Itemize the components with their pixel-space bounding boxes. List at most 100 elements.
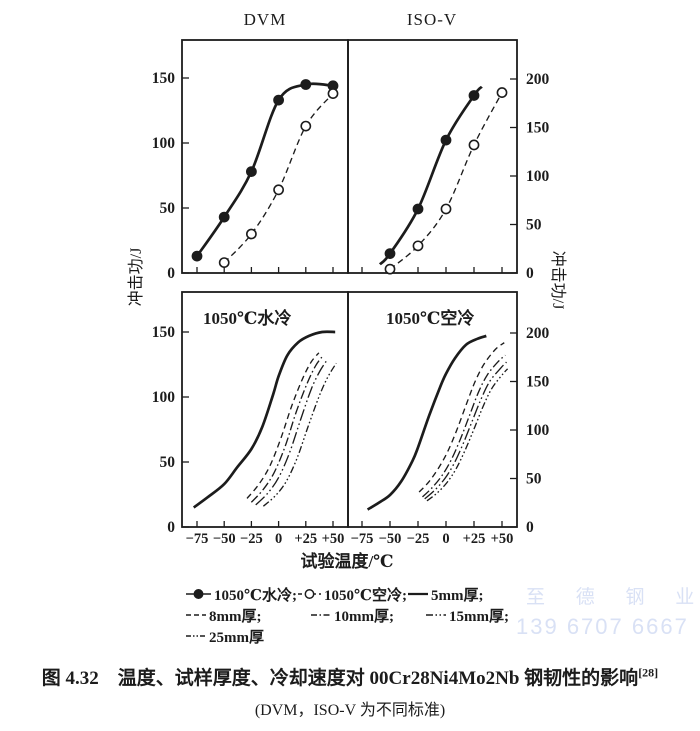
series-curve-1050℃空冷 xyxy=(389,92,503,270)
x-tick-label: −50 xyxy=(213,531,236,547)
x-tick-label: −75 xyxy=(186,531,209,547)
caption-text: 图 4.32 温度、试样厚度、冷却速度对 00Cr28Ni4Mo2Nb 钢韧性的… xyxy=(41,668,639,689)
x-tick-label: 0 xyxy=(442,531,449,547)
y-axis-label-left: 冲击功/J xyxy=(128,247,145,307)
filled-circle-marker xyxy=(412,203,424,215)
legend-swatch-dashdot-line-icon xyxy=(311,614,331,616)
series-curve-10mm厚 xyxy=(250,354,324,503)
legend-swatch-finedash-line-icon xyxy=(186,635,206,637)
open-circle-marker xyxy=(468,139,480,151)
open-circle-marker xyxy=(496,87,508,98)
legend-item-8mm: 8mm厚; xyxy=(185,605,310,626)
legend-row-1: 1050℃水冷; 1050℃空冷; 5mm厚; xyxy=(185,584,483,604)
open-circle-marker xyxy=(412,240,424,252)
y-tick-label: 50 xyxy=(526,217,542,234)
x-tick-label: +25 xyxy=(463,531,486,547)
legend-label: 1050℃空冷; xyxy=(323,587,407,604)
open-circle-marker xyxy=(245,228,257,240)
legend-item-5mm: 5mm厚; xyxy=(407,584,484,605)
filled-circle-marker xyxy=(440,134,452,146)
series-curve-1050℃水冷 xyxy=(195,82,334,257)
legend-item-air-cooled: 1050℃空冷; xyxy=(297,584,407,605)
series-curve-15mm厚 xyxy=(424,361,507,500)
y-tick-label: 150 xyxy=(152,70,176,87)
panel-border-isov-top-right xyxy=(347,39,518,274)
panel-title-isov: ISO-V xyxy=(406,10,458,29)
inner-label-water-cooled: 1050℃水冷 xyxy=(203,309,292,328)
y-tick-label: 150 xyxy=(526,120,550,137)
filled-circle-marker xyxy=(384,248,396,259)
watermark-company: 至 德 钢 业 xyxy=(526,587,700,608)
y-tick-label: 150 xyxy=(526,374,550,391)
y-tick-label: 0 xyxy=(526,519,534,536)
series-curve-25mm厚 xyxy=(262,362,337,507)
legend-item-water-cooled: 1050℃水冷; xyxy=(185,584,297,605)
legend-label: 15mm厚; xyxy=(449,608,509,625)
watermark-phone: 139 6707 6667 xyxy=(516,614,689,639)
x-tick-label: −25 xyxy=(407,531,430,547)
panel-title-dvm: DVM xyxy=(243,10,287,29)
filled-circle-marker xyxy=(273,94,284,106)
x-tick-label: 0 xyxy=(275,531,282,547)
filled-circle-marker xyxy=(191,250,203,262)
panel-border-dvm-top-left xyxy=(181,39,349,274)
filled-circle-marker xyxy=(245,166,257,177)
series-curve-25mm厚 xyxy=(426,368,509,502)
x-tick-label: +25 xyxy=(294,531,317,547)
legend-label: 8mm厚; xyxy=(209,608,262,625)
open-circle-marker xyxy=(300,120,312,132)
filled-circle-marker xyxy=(468,90,480,101)
open-circle-marker xyxy=(440,203,452,215)
legend-label: 25mm厚 xyxy=(209,629,264,646)
series-curve-10mm厚 xyxy=(422,354,506,498)
caption-reference: [28] xyxy=(638,665,659,680)
y-tick-label: 200 xyxy=(526,71,550,88)
legend-item-15mm: 15mm厚; xyxy=(425,605,509,626)
series-curve-8mm厚 xyxy=(246,352,320,499)
y-tick-label: 100 xyxy=(526,422,550,439)
y-tick-label: 0 xyxy=(526,265,534,282)
x-tick-label: +50 xyxy=(491,531,514,547)
inner-label-air-cooled: 1050℃空冷 xyxy=(386,309,475,328)
legend-label: 10mm厚; xyxy=(334,608,394,625)
legend-item-25mm: 25mm厚 xyxy=(185,626,264,647)
series-curve-1050℃空冷 xyxy=(223,93,334,264)
filled-circle-marker xyxy=(218,211,230,223)
y-tick-label: 0 xyxy=(167,265,175,282)
legend-swatch-filled-circle-icon xyxy=(186,589,211,599)
x-tick-label: +50 xyxy=(322,531,345,547)
x-tick-label: −50 xyxy=(379,531,402,547)
open-circle-marker xyxy=(327,88,339,99)
y-axis-label-right: 冲击功/J xyxy=(549,250,566,310)
open-circle-marker xyxy=(218,257,230,268)
series-curve-1050℃水冷 xyxy=(378,85,483,266)
x-axis-label: 试验温度/℃ xyxy=(300,552,394,571)
panel-border-air-cooled-bottom-right xyxy=(347,291,518,528)
series-curve-5mm厚 xyxy=(192,330,336,509)
legend-swatch-dashdotdot-line-icon xyxy=(426,614,446,616)
y-tick-label: 150 xyxy=(152,324,176,341)
open-circle-marker xyxy=(384,263,396,275)
y-tick-label: 100 xyxy=(152,135,176,152)
series-curve-15mm厚 xyxy=(255,358,329,506)
watermark: 至 德 钢 业 139 6707 6667 xyxy=(516,588,700,638)
open-circle-marker xyxy=(273,184,284,196)
figure-caption: 图 4.32 温度、试样厚度、冷却速度对 00Cr28Ni4Mo2Nb 钢韧性的… xyxy=(0,663,700,690)
series-curve-5mm厚 xyxy=(366,334,487,511)
legend-label: 1050℃水冷; xyxy=(214,587,297,604)
figure-subcaption: (DVM，ISO-V 为不同标准) xyxy=(254,702,446,719)
series-curve-8mm厚 xyxy=(418,342,505,493)
x-tick-label: −25 xyxy=(240,531,263,547)
legend-row-3: 25mm厚 xyxy=(185,626,264,646)
y-tick-label: 200 xyxy=(526,325,550,342)
legend-swatch-solid-line-icon xyxy=(407,592,428,596)
legend-item-10mm: 10mm厚; xyxy=(310,605,425,626)
y-tick-label: 50 xyxy=(160,454,176,471)
legend-label: 5mm厚; xyxy=(430,587,484,604)
filled-circle-marker xyxy=(300,79,312,90)
y-tick-label: 50 xyxy=(526,471,542,488)
y-tick-label: 0 xyxy=(167,519,175,536)
y-tick-label: 100 xyxy=(526,168,550,185)
